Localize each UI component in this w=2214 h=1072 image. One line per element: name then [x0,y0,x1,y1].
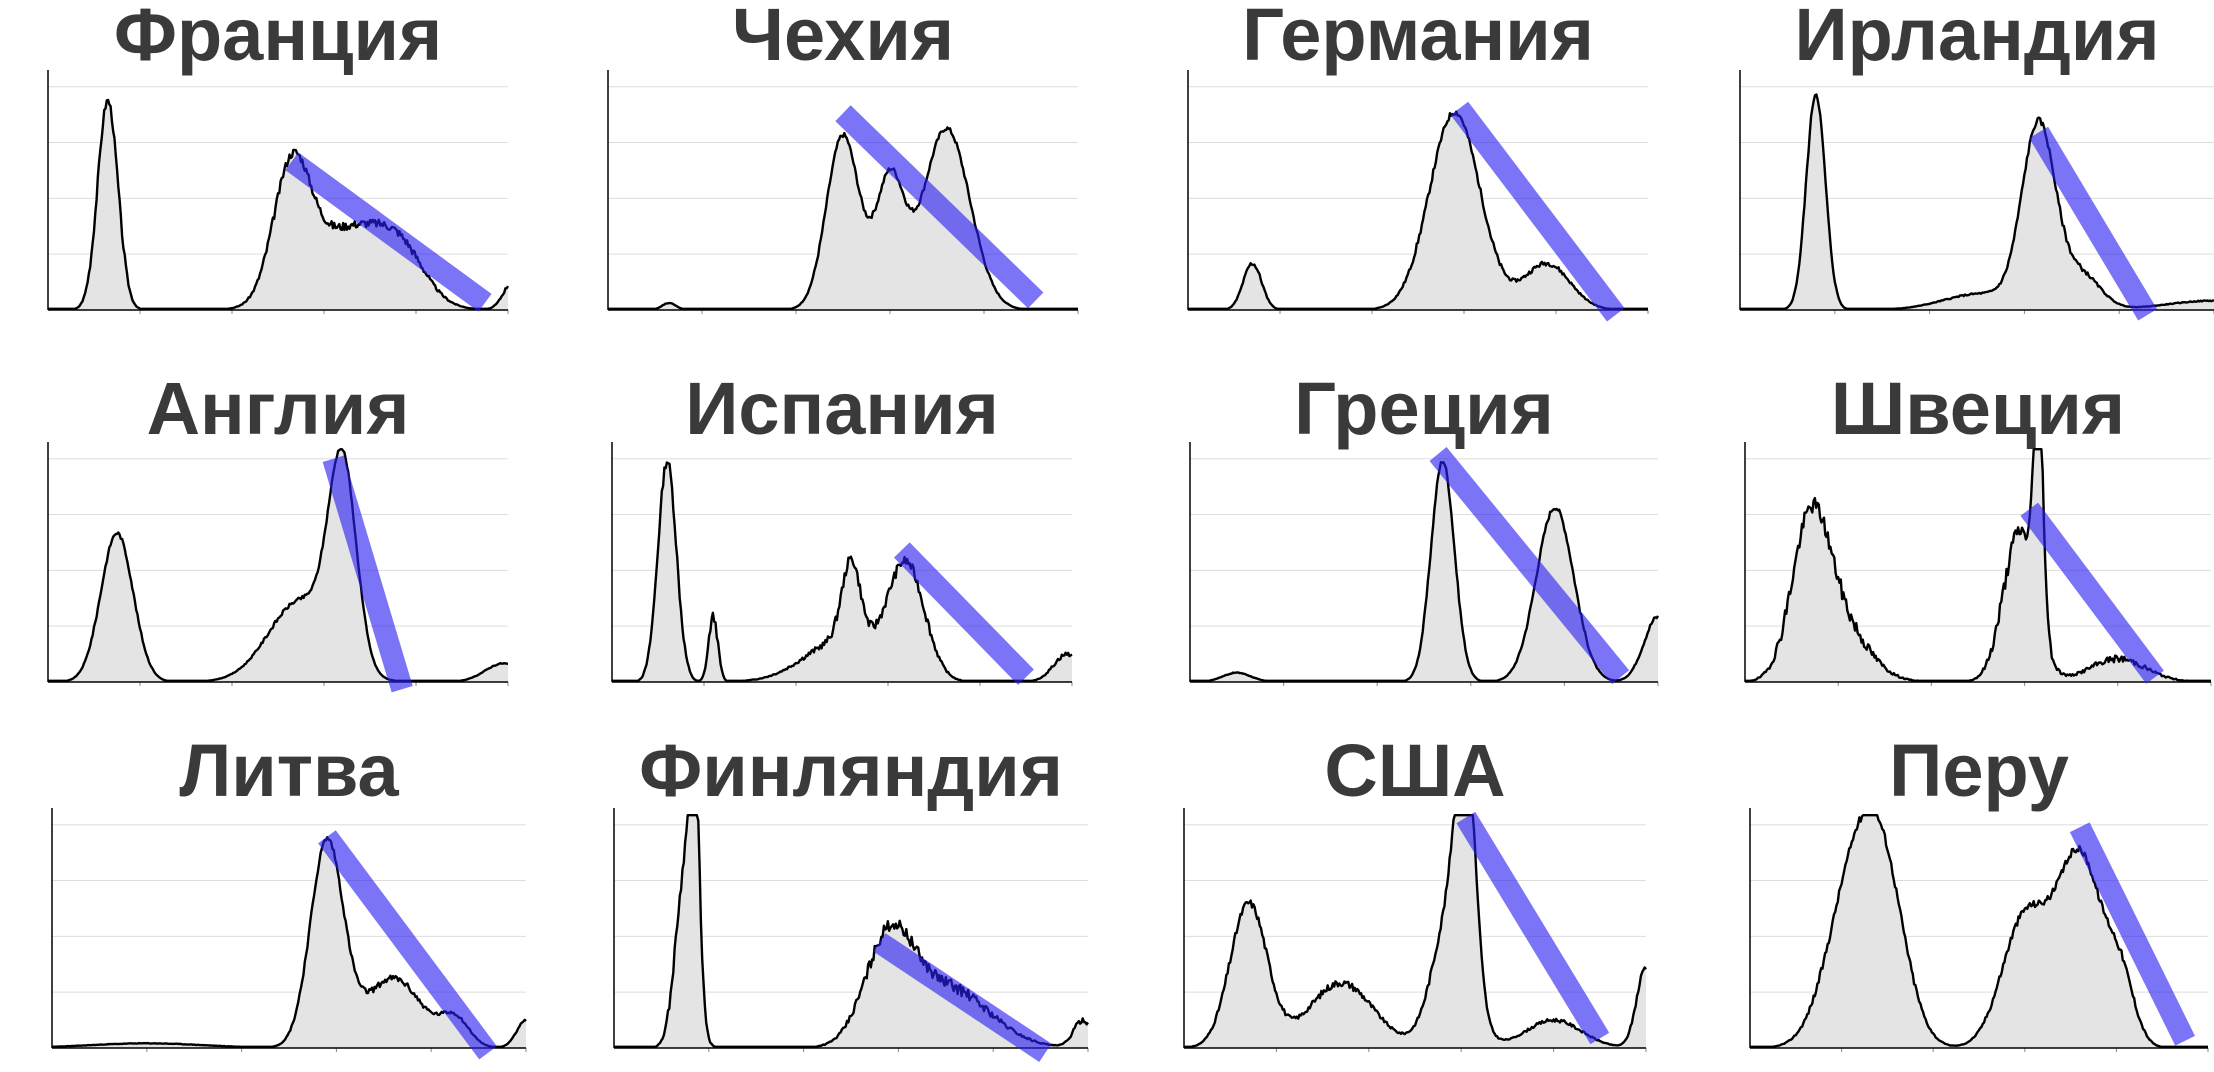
area-fill [1188,111,1648,310]
chart-panel: Ирландия [1730,0,2214,321]
chart-panel: Финляндия [604,729,1098,1062]
area-fill [52,837,526,1048]
plot-area [1739,70,2214,321]
plot-area [607,70,1079,314]
area-fill [1184,815,1646,1048]
plot-area [1183,808,1647,1052]
trend-band [1456,811,1610,1045]
trend-band [2069,822,2195,1046]
chart-title: США [1324,729,1506,812]
chart-title: Германия [1242,0,1594,76]
trend-band [893,542,1034,685]
chart-panel: Франция [38,0,518,320]
series-line [48,98,510,310]
chart-panel: США [1174,734,1656,1058]
chart-title: Испания [685,367,999,450]
series-line [48,448,508,682]
series-line [1188,110,1648,310]
chart-panel: Чехия [598,0,1088,320]
chart-panel: Литва [42,729,536,1060]
chart-title: Чехия [732,0,954,76]
chart-title: Англия [146,367,410,450]
chart-title: Литва [179,729,399,812]
area-fill [608,127,1078,310]
chart-panel: Швеция [1735,372,2214,692]
area-fill [48,100,508,310]
chart-title: Греция [1294,367,1554,450]
plot-area [611,442,1073,686]
trend-band [873,933,1052,1062]
area-fill [612,462,1072,682]
plot-area [1189,442,1660,686]
area-fill [1190,462,1658,682]
chart-title: Финляндия [639,729,1063,812]
chart-title: Франция [113,0,443,76]
series-line [608,126,1078,310]
series-line [612,461,1073,682]
trend-band [2029,126,2158,321]
area-fill [48,449,508,682]
trend-band [285,152,492,312]
trend-band [1429,447,1630,685]
trend-band [322,455,413,693]
chart-panel: Германия [1178,0,1658,322]
chart-panel: Перу [1740,734,2214,1058]
plot-area [51,808,527,1060]
plot-area [1744,442,2212,686]
trend-band [2020,502,2164,684]
chart-panel: Испания [602,372,1082,692]
series-line [1184,814,1647,1048]
plot-area [47,442,509,693]
area-fill [1745,449,2211,682]
chart-panel: Греция [1180,372,1668,692]
chart-title: Ирландия [1794,0,2160,76]
series-line [1750,814,2208,1048]
trend-band [1450,101,1625,322]
plot-area [47,70,510,314]
plot-area [1187,70,1649,322]
chart-panel: Англия [38,367,518,693]
chart-title: Швеция [1830,367,2126,450]
plot-area [613,808,1089,1062]
trend-band [318,830,497,1060]
chart-title: Перу [1889,729,2069,812]
area-fill [1750,815,2208,1048]
plot-area [1749,808,2209,1052]
trend-band [835,105,1044,309]
